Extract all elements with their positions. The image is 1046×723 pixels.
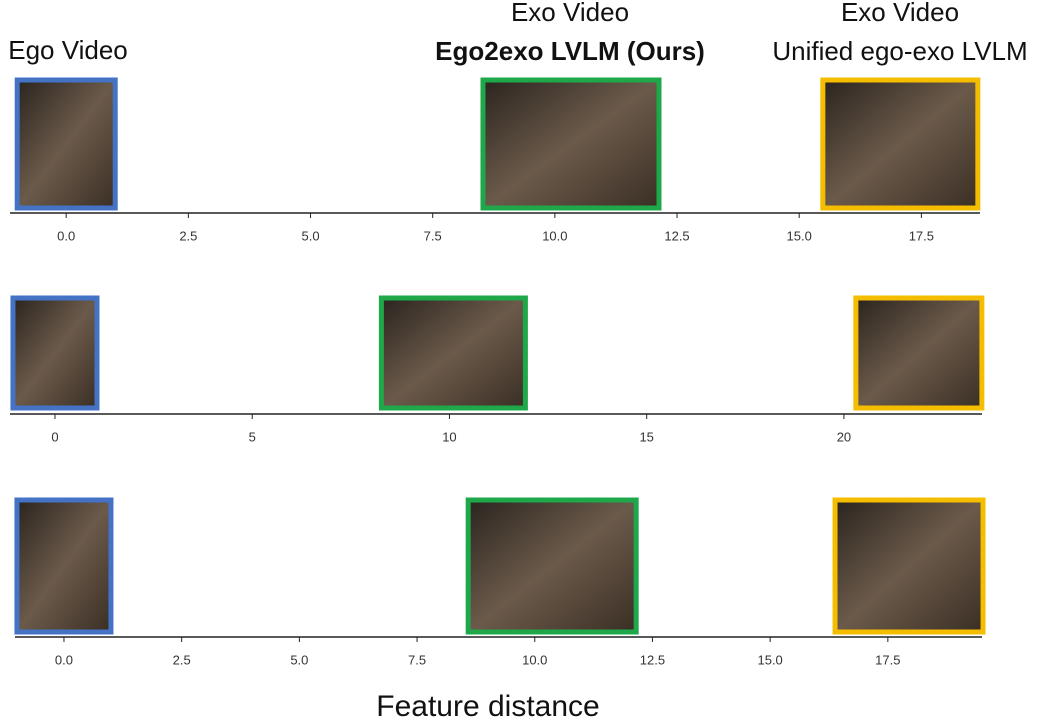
video-frame xyxy=(14,497,114,635)
x-tick-label: 15.0 xyxy=(757,652,782,667)
x-tick-label: 0.0 xyxy=(55,652,73,667)
x-tick-label: 15.0 xyxy=(787,228,812,243)
x-axis-label: Feature distance xyxy=(376,690,599,723)
x-tick-label: 2.5 xyxy=(179,228,197,243)
column-title: Exo Video xyxy=(841,0,959,27)
video-frame xyxy=(14,77,118,211)
x-tick-label: 12.5 xyxy=(640,652,665,667)
column-title: Ego Video xyxy=(8,35,128,65)
x-tick-label: 5 xyxy=(249,429,256,444)
x-tick-label: 5.0 xyxy=(290,652,308,667)
video-frame xyxy=(378,295,528,411)
x-tick-label: 2.5 xyxy=(173,652,191,667)
video-frame xyxy=(820,77,981,211)
x-tick-label: 20 xyxy=(837,429,851,444)
x-tick-label: 0 xyxy=(51,429,58,444)
column-title: Exo Video xyxy=(511,0,629,27)
video-frame xyxy=(10,295,100,411)
x-tick-label: 15 xyxy=(639,429,653,444)
video-frame xyxy=(465,497,639,635)
video-frame xyxy=(853,295,985,411)
column-title: Ego2exo LVLM (Ours) xyxy=(435,36,705,66)
x-tick-label: 0.0 xyxy=(57,228,75,243)
x-tick-label: 10.0 xyxy=(542,228,567,243)
x-tick-label: 17.5 xyxy=(875,652,900,667)
x-tick-label: 10 xyxy=(442,429,456,444)
x-tick-label: 5.0 xyxy=(301,228,319,243)
x-tick-label: 10.0 xyxy=(522,652,547,667)
x-tick-label: 7.5 xyxy=(424,228,442,243)
x-tick-label: 17.5 xyxy=(909,228,934,243)
video-frame xyxy=(480,77,662,211)
x-tick-label: 12.5 xyxy=(664,228,689,243)
x-tick-label: 7.5 xyxy=(408,652,426,667)
video-frame xyxy=(832,497,986,635)
column-title: Unified ego-exo LVLM xyxy=(772,36,1027,66)
